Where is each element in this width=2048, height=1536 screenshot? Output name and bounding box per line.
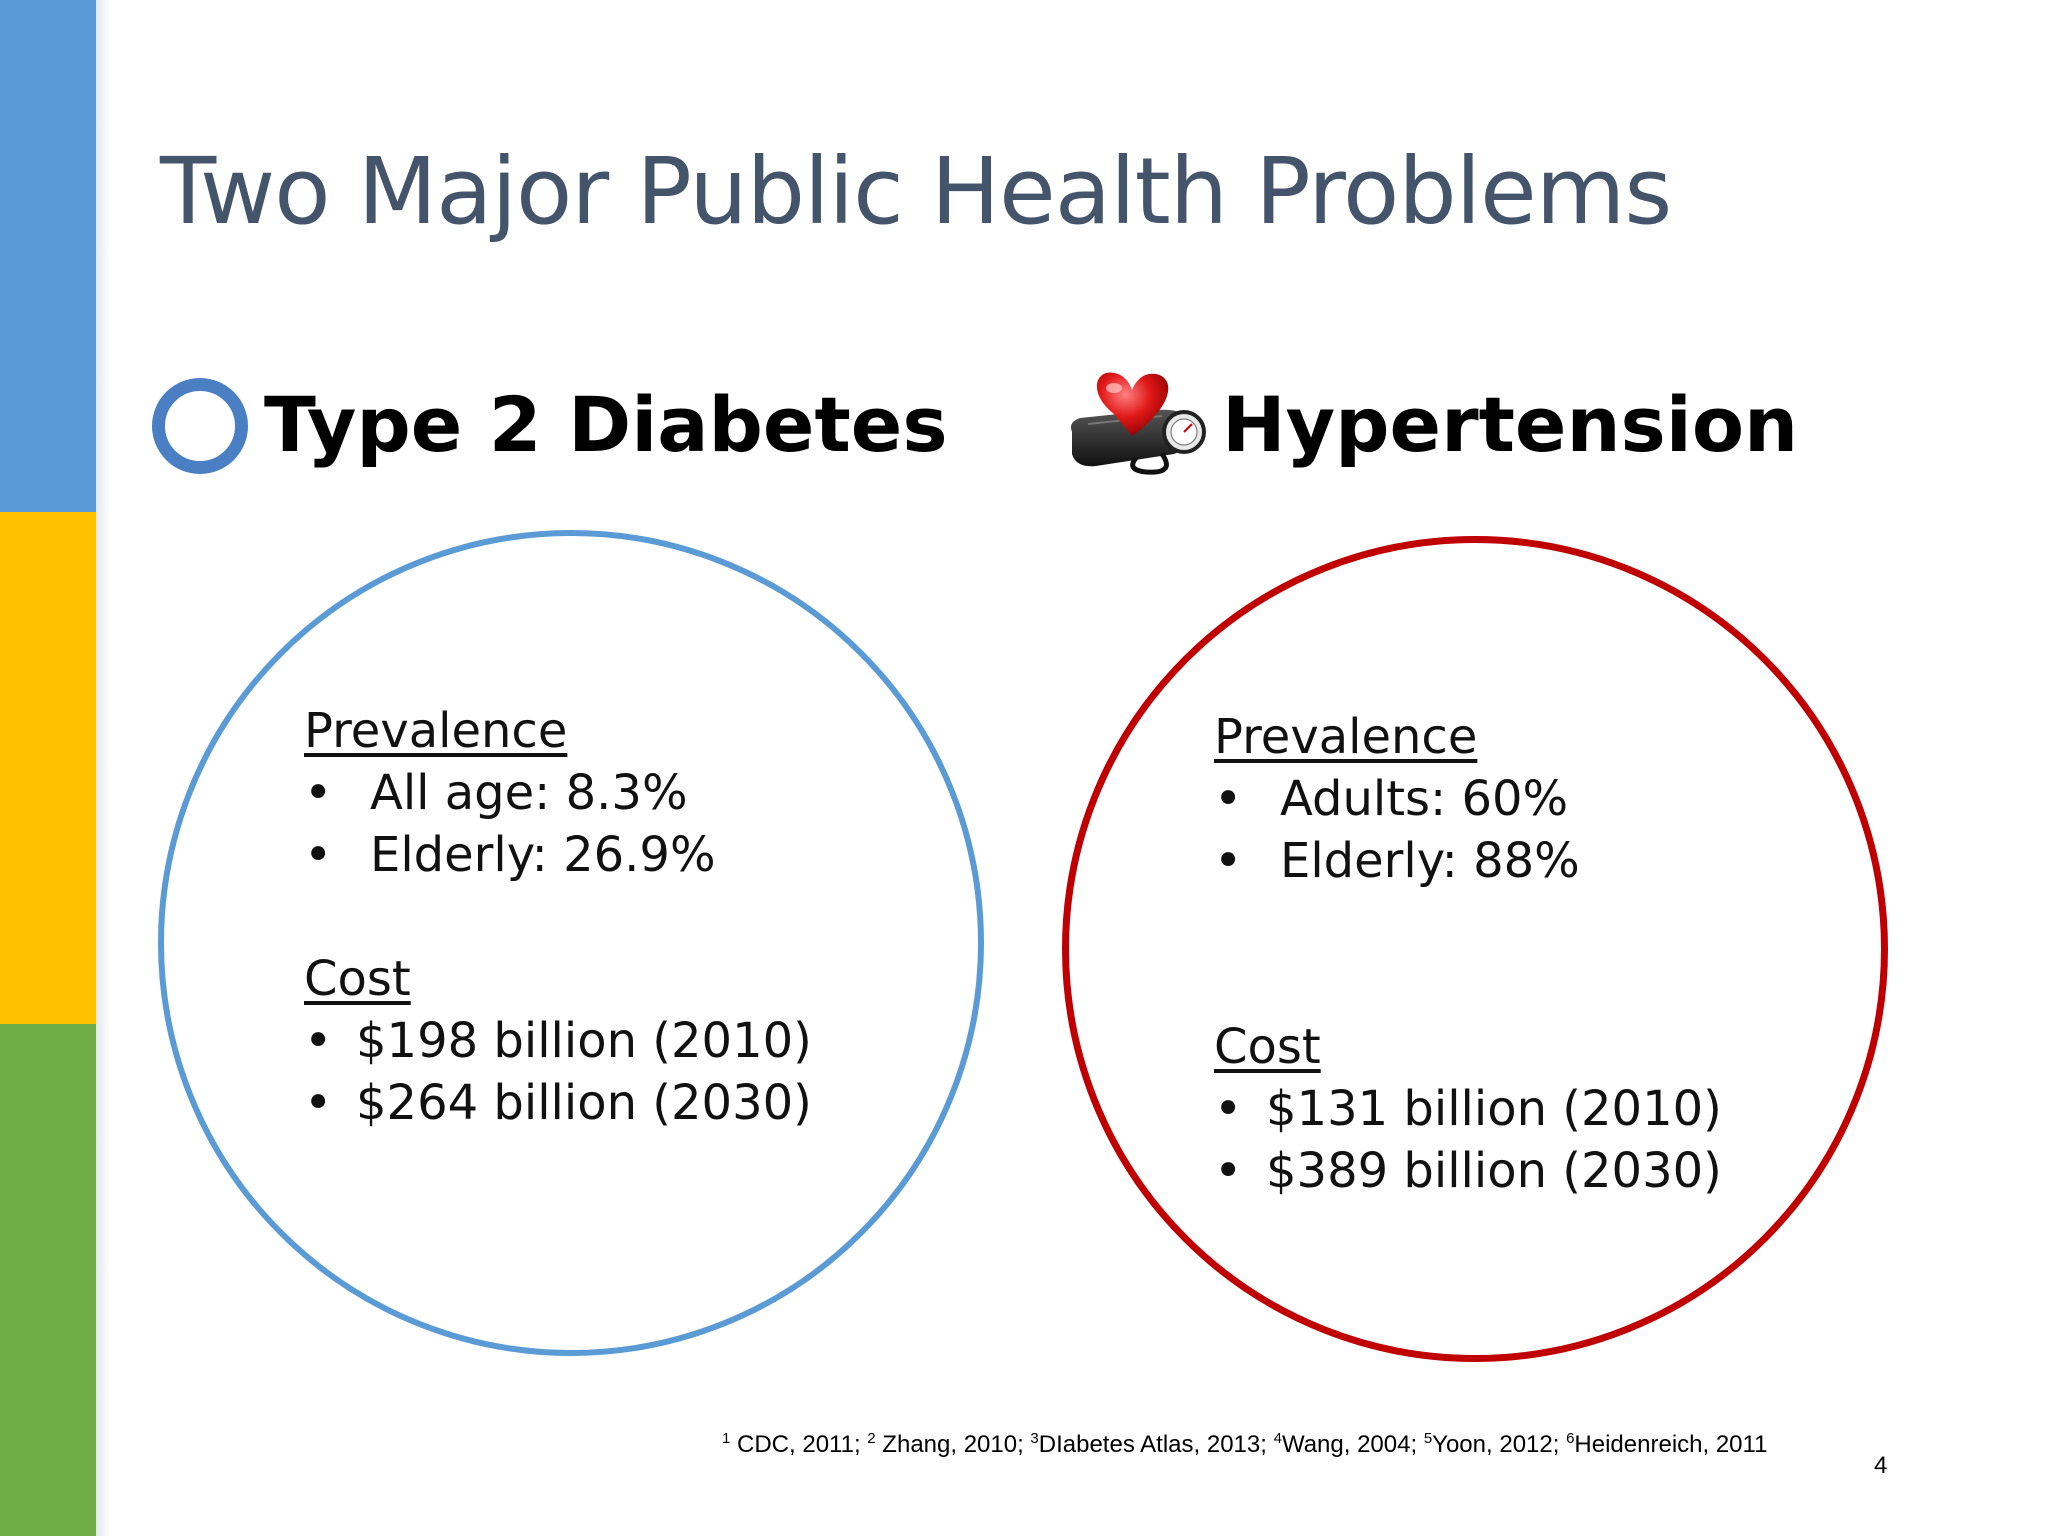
accent-bar-yellow xyxy=(0,512,96,1024)
list-item: • $264 billion (2030) xyxy=(304,1072,812,1134)
diabetes-cost-label: Cost xyxy=(304,951,411,1007)
hypertension-cost-2030: $389 billion (2030) xyxy=(1266,1143,1722,1199)
ref-number: 2 xyxy=(867,1430,876,1447)
list-item: • $131 billion (2010) xyxy=(1214,1078,1722,1140)
diabetes-prevalence-block: Prevalence • All age: 8.3% • Elderly: 26.9… xyxy=(304,700,716,886)
diabetes-cost-block: Cost • $198 billion (2010) • $264 billion … xyxy=(304,948,812,1134)
list-item: • Adults: 60% xyxy=(1214,768,1580,830)
ref-text: Heidenreich, 2011 xyxy=(1574,1431,1768,1458)
ref-text: Wang, 2004; xyxy=(1281,1431,1424,1458)
page-number: 4 xyxy=(1874,1452,1888,1479)
ref-number: 3 xyxy=(1030,1430,1039,1447)
diabetes-cost-2010: $198 billion (2010) xyxy=(356,1013,812,1069)
diabetes-cost-2030: $264 billion (2030) xyxy=(356,1075,812,1131)
references-footnote: 1 CDC, 2011; 2 Zhang, 2010; 3DIabetes At… xyxy=(722,1430,1767,1459)
heart-blood-pressure-cuff-icon xyxy=(1071,372,1206,475)
list-item: • Elderly: 88% xyxy=(1214,830,1580,892)
hypertension-prevalence-block: Prevalence • Adults: 60% • Elderly: 88% xyxy=(1214,706,1580,892)
diabetes-prevalence-label: Prevalence xyxy=(304,703,568,759)
hypertension-cost-block: Cost • $131 billion (2010) • $389 billion … xyxy=(1214,1016,1722,1202)
ref-number: 5 xyxy=(1423,1430,1433,1447)
bullet: • xyxy=(304,765,333,821)
hypertension-cost-2010: $131 billion (2010) xyxy=(1266,1081,1722,1137)
diabetes-heading: Type 2 Diabetes xyxy=(264,380,948,469)
list-item: • All age: 8.3% xyxy=(304,762,716,824)
blue-ring-icon xyxy=(152,378,248,474)
hypertension-circle xyxy=(1062,536,1888,1362)
bullet: • xyxy=(1214,833,1243,889)
diabetes-prevalence-elderly: Elderly: 26.9% xyxy=(370,827,716,883)
accent-bar-blue xyxy=(0,0,96,512)
accent-bar-shadow xyxy=(96,0,110,1536)
ref-text: Zhang, 2010; xyxy=(875,1431,1031,1458)
list-item: • $198 billion (2010) xyxy=(304,1010,812,1072)
list-item: • Elderly: 26.9% xyxy=(304,824,716,886)
hypertension-cost-label: Cost xyxy=(1214,1019,1321,1075)
bullet: • xyxy=(304,1013,333,1069)
ref-text: CDC, 2011; xyxy=(730,1431,868,1458)
diabetes-circle xyxy=(158,530,984,1356)
bullet: • xyxy=(1214,771,1243,827)
ref-text: Yoon, 2012; xyxy=(1432,1431,1567,1458)
bullet: • xyxy=(1214,1081,1243,1137)
bullet: • xyxy=(1214,1143,1243,1199)
ref-number: 6 xyxy=(1566,1430,1575,1447)
bullet: • xyxy=(304,827,333,883)
accent-bar-green xyxy=(0,1024,96,1536)
list-item: • $389 billion (2030) xyxy=(1214,1140,1722,1202)
ref-number: 1 xyxy=(722,1430,731,1447)
hypertension-prevalence-elderly: Elderly: 88% xyxy=(1280,833,1580,889)
hypertension-heading: Hypertension xyxy=(1222,380,1799,469)
bullet: • xyxy=(304,1075,333,1131)
diabetes-prevalence-all-age: All age: 8.3% xyxy=(370,765,688,821)
ref-number: 4 xyxy=(1273,1430,1282,1447)
hypertension-prevalence-adults: Adults: 60% xyxy=(1280,771,1569,827)
hypertension-prevalence-label: Prevalence xyxy=(1214,709,1478,765)
slide-title: Two Major Public Health Problems xyxy=(160,138,1672,245)
ref-text: DIabetes Atlas, 2013; xyxy=(1038,1431,1274,1458)
